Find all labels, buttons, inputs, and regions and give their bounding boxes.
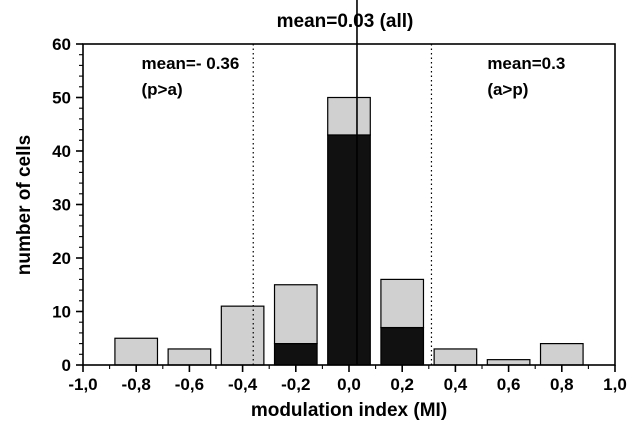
bar-segment <box>539 343 584 366</box>
annotation-mean: mean=0.3 <box>487 54 565 73</box>
bar-segment <box>433 348 478 366</box>
x-tick-label: -0,4 <box>228 375 258 394</box>
y-tick-label: 60 <box>52 35 71 54</box>
y-tick-label: 10 <box>52 303 71 322</box>
x-tick-label: 0,4 <box>444 375 468 394</box>
bar-segment <box>273 284 318 345</box>
y-axis-label: number of cells <box>14 135 35 275</box>
x-tick-label: 0,2 <box>390 375 414 394</box>
x-tick-label: -0,8 <box>122 375 151 394</box>
x-tick-label: 1,0 <box>603 375 627 394</box>
x-tick-label: 0,0 <box>337 375 361 394</box>
x-tick-label: -0,6 <box>175 375 204 394</box>
bar-segment <box>327 134 371 366</box>
y-tick-label: 50 <box>52 89 71 108</box>
y-tick-label: 0 <box>62 356 71 375</box>
x-tick-label: -1,0 <box>68 375 97 394</box>
bar-segment <box>220 305 265 366</box>
annotation-condition: (p>a) <box>142 80 183 99</box>
bar-segment <box>327 96 371 136</box>
x-axis-label: modulation index (MI) <box>251 400 447 421</box>
chart-title: mean=0.03 (all) <box>277 11 414 32</box>
y-tick-label: 40 <box>52 142 71 161</box>
bar-segment <box>486 359 531 366</box>
annotation-condition: (a>p) <box>487 80 528 99</box>
x-tick-label: 0,8 <box>550 375 574 394</box>
y-tick-label: 20 <box>52 249 71 268</box>
bar-segment <box>380 326 425 366</box>
bar-segment <box>380 278 425 329</box>
bar-segment <box>273 343 318 366</box>
annotation-mean: mean=- 0.36 <box>142 54 240 73</box>
y-tick-label: 30 <box>52 196 71 215</box>
plot-area: 0 10 20 30 40 50 60 -1,0 -0,8 -0,6 -0,4 -0,2 0,0 0,2 0… <box>52 0 627 394</box>
x-tick-label: 0,6 <box>497 375 521 394</box>
x-tick-label: -0,2 <box>281 375 310 394</box>
bar-segment <box>114 337 159 366</box>
bar-segment <box>167 348 212 366</box>
